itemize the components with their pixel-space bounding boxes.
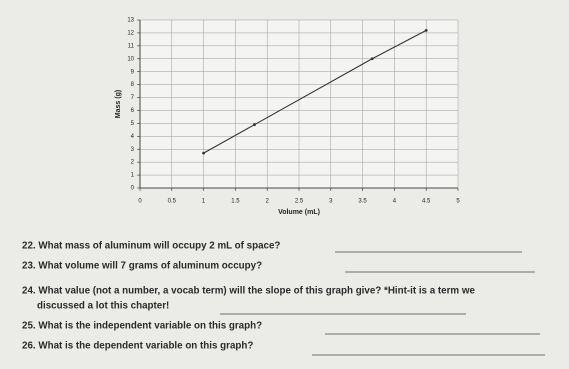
x-axis-label: Volume (mL) xyxy=(278,209,320,216)
x-tick-label: 5 xyxy=(456,199,460,205)
question: 26. What is the dependent variable on th… xyxy=(22,341,253,352)
y-tick-label: 13 xyxy=(127,18,134,24)
y-tick-label: 6 xyxy=(131,108,135,114)
x-tick-label: 3 xyxy=(329,199,333,205)
question: 24. What value (not a number, a vocab te… xyxy=(22,286,475,297)
question: 23. What volume will 7 grams of aluminum… xyxy=(22,261,262,272)
y-tick-label: 2 xyxy=(131,160,135,166)
y-tick-label: 8 xyxy=(131,82,135,88)
x-tick-label: 4.5 xyxy=(422,199,431,205)
y-tick-label: 11 xyxy=(128,43,135,49)
question: 25. What is the independent variable on … xyxy=(22,321,262,332)
y-tick-label: 9 xyxy=(131,69,135,75)
y-tick-label: 5 xyxy=(131,121,135,127)
x-tick-label: 0.5 xyxy=(168,199,177,205)
y-tick-label: 0 xyxy=(131,186,135,192)
question-continued: discussed a lot this chapter! xyxy=(37,301,169,312)
data-line xyxy=(203,29,427,154)
data-point xyxy=(202,151,206,155)
data-point xyxy=(370,57,374,61)
data-point xyxy=(253,123,256,127)
y-tick-label: 7 xyxy=(131,95,135,101)
x-tick-label: 2 xyxy=(266,199,270,205)
x-tick-label: 0 xyxy=(138,199,142,205)
x-tick-label: 1 xyxy=(202,199,206,205)
x-tick-label: 1.5 xyxy=(231,199,240,205)
x-tick-label: 2.5 xyxy=(295,199,304,205)
y-tick-label: 3 xyxy=(131,147,135,153)
x-tick-label: 3.5 xyxy=(358,199,367,205)
y-tick-label: 10 xyxy=(127,56,134,62)
data-point xyxy=(424,28,428,32)
y-tick-label: 12 xyxy=(127,31,134,37)
x-tick-label: 4 xyxy=(393,199,397,205)
y-tick-label: 1 xyxy=(131,173,135,179)
question: 22. What mass of aluminum will occupy 2 … xyxy=(22,241,280,252)
y-tick-label: 4 xyxy=(131,134,135,140)
y-axis-label: Mass (g) xyxy=(115,90,122,118)
